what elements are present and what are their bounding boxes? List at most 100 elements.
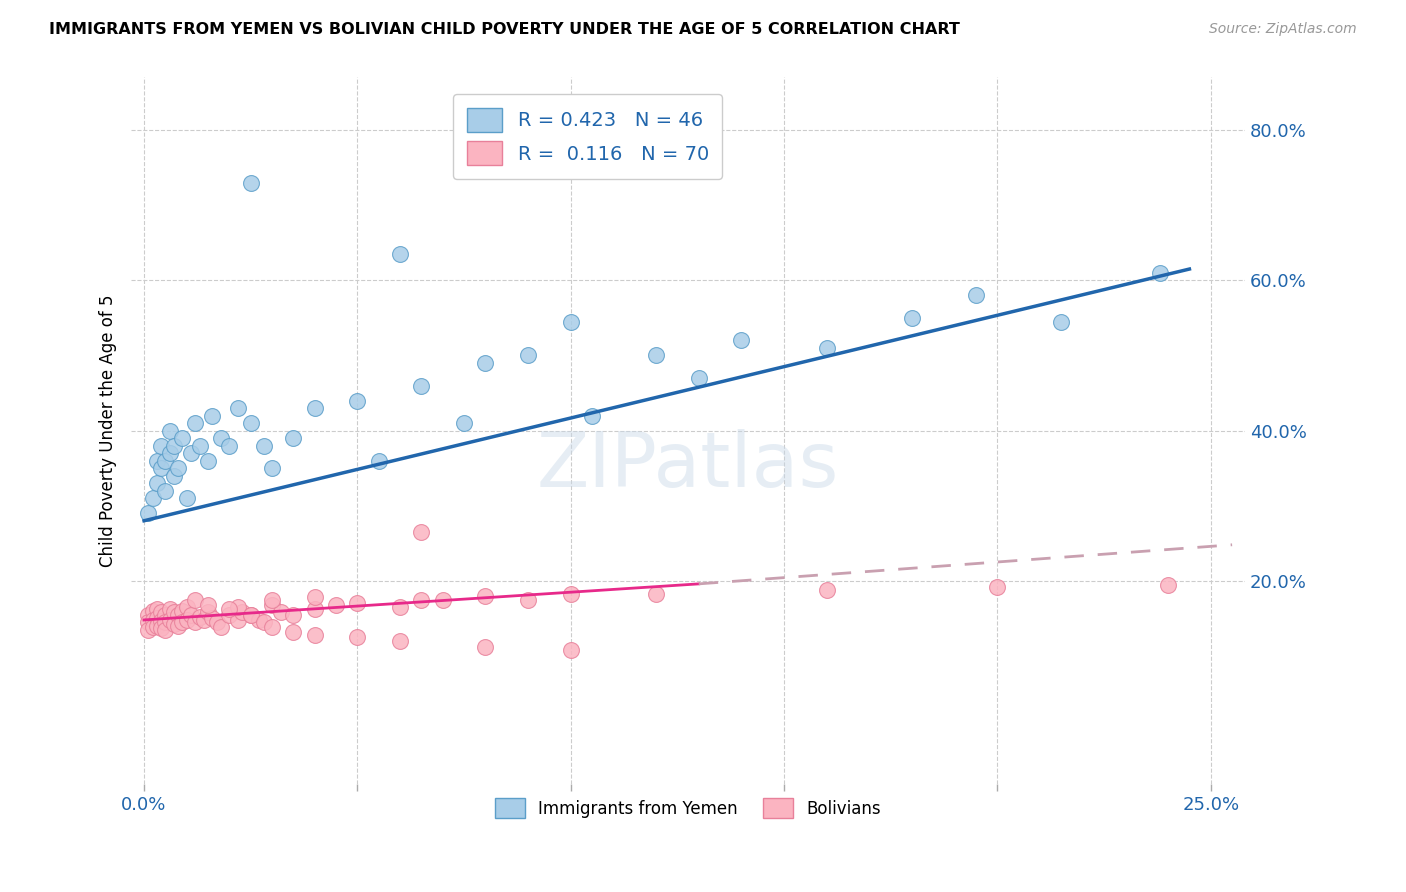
Point	[260, 598, 283, 612]
Point	[180, 446, 202, 460]
Point	[239, 176, 262, 190]
Point	[150, 606, 173, 620]
Point	[389, 600, 412, 615]
Point	[560, 587, 582, 601]
Point	[184, 592, 207, 607]
Point	[389, 634, 412, 648]
Point	[1050, 315, 1073, 329]
Point	[304, 602, 326, 616]
Point	[188, 439, 211, 453]
Point	[901, 310, 924, 325]
Point	[1149, 266, 1171, 280]
Point	[218, 607, 240, 622]
Point	[184, 416, 207, 430]
Point	[688, 371, 710, 385]
Point	[163, 468, 186, 483]
Point	[136, 607, 159, 622]
Point	[226, 613, 249, 627]
Point	[159, 613, 181, 627]
Point	[517, 348, 540, 362]
Point	[176, 491, 198, 506]
Point	[252, 615, 274, 630]
Point	[136, 623, 159, 637]
Point	[581, 409, 603, 423]
Point	[176, 613, 198, 627]
Point	[209, 431, 232, 445]
Point	[146, 611, 169, 625]
Point	[136, 506, 159, 520]
Point	[218, 439, 240, 453]
Text: Source: ZipAtlas.com: Source: ZipAtlas.com	[1209, 22, 1357, 37]
Point	[150, 461, 173, 475]
Point	[146, 619, 169, 633]
Point	[325, 598, 347, 612]
Text: ZIPatlas: ZIPatlas	[537, 429, 839, 503]
Point	[270, 606, 292, 620]
Point	[150, 614, 173, 628]
Point	[209, 620, 232, 634]
Point	[260, 461, 283, 475]
Point	[239, 607, 262, 622]
Point	[226, 401, 249, 415]
Point	[283, 607, 305, 622]
Point	[184, 615, 207, 630]
Point	[965, 288, 987, 302]
Text: IMMIGRANTS FROM YEMEN VS BOLIVIAN CHILD POVERTY UNDER THE AGE OF 5 CORRELATION C: IMMIGRANTS FROM YEMEN VS BOLIVIAN CHILD …	[49, 22, 960, 37]
Legend: Immigrants from Yemen, Bolivians: Immigrants from Yemen, Bolivians	[488, 791, 887, 825]
Point	[367, 453, 389, 467]
Point	[815, 341, 838, 355]
Point	[730, 334, 752, 348]
Point	[159, 602, 181, 616]
Point	[142, 604, 165, 618]
Point	[146, 476, 169, 491]
Point	[283, 431, 305, 445]
Point	[142, 491, 165, 506]
Point	[252, 439, 274, 453]
Point	[239, 607, 262, 622]
Point	[231, 606, 253, 620]
Point	[150, 439, 173, 453]
Point	[645, 348, 668, 362]
Point	[474, 640, 496, 654]
Point	[167, 461, 190, 475]
Point	[1157, 577, 1180, 591]
Point	[197, 598, 219, 612]
Point	[517, 592, 540, 607]
Point	[155, 615, 177, 630]
Point	[163, 439, 186, 453]
Point	[346, 393, 368, 408]
Point	[815, 582, 838, 597]
Point	[193, 613, 215, 627]
Point	[197, 453, 219, 467]
Point	[146, 602, 169, 616]
Point	[260, 592, 283, 607]
Point	[155, 623, 177, 637]
Point	[645, 587, 668, 601]
Point	[304, 628, 326, 642]
Point	[201, 611, 224, 625]
Point	[163, 606, 186, 620]
Point	[218, 602, 240, 616]
Point	[197, 606, 219, 620]
Point	[304, 591, 326, 605]
Point	[986, 580, 1008, 594]
Point	[560, 643, 582, 657]
Point	[167, 619, 190, 633]
Point	[283, 624, 305, 639]
Point	[159, 446, 181, 460]
Y-axis label: Child Poverty Under the Age of 5: Child Poverty Under the Age of 5	[100, 294, 117, 566]
Point	[142, 620, 165, 634]
Point	[142, 613, 165, 627]
Point	[172, 604, 194, 618]
Point	[247, 613, 270, 627]
Point	[167, 607, 190, 622]
Point	[432, 592, 454, 607]
Point	[411, 524, 433, 539]
Point	[560, 315, 582, 329]
Point	[159, 424, 181, 438]
Point	[260, 620, 283, 634]
Point	[146, 453, 169, 467]
Point	[239, 416, 262, 430]
Point	[155, 483, 177, 498]
Point	[136, 615, 159, 630]
